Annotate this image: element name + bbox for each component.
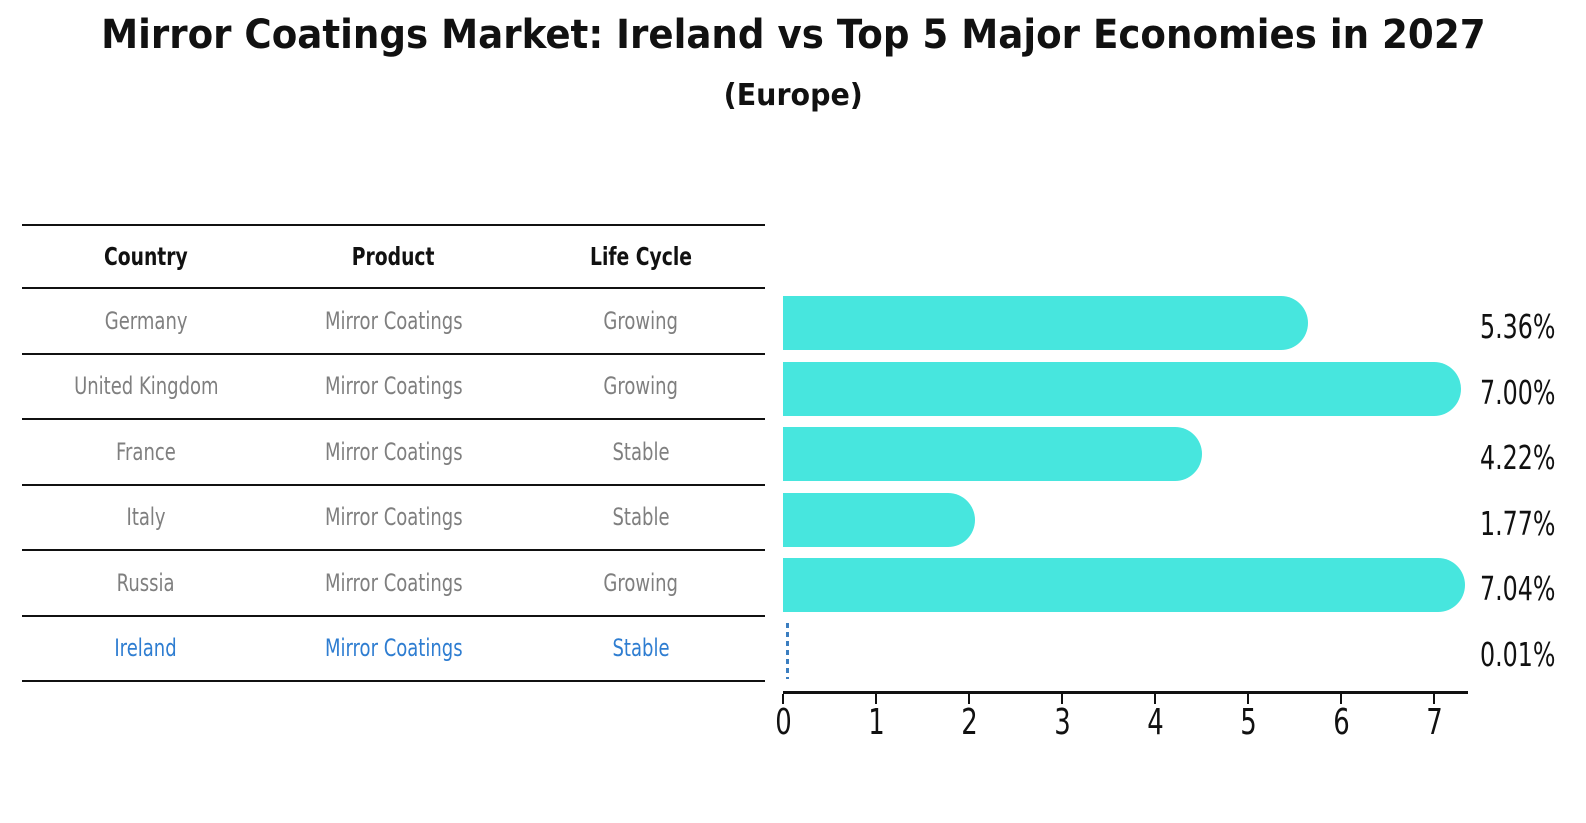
value-label-ireland: 0.01%	[1480, 635, 1585, 675]
table-header-label: Product	[352, 242, 435, 271]
table-cell-life_cycle: Growing	[517, 289, 765, 353]
table-cell-text: Mirror Coatings	[324, 306, 463, 335]
chart-subtitle-text: (Europe)	[723, 78, 863, 113]
table-cell-text: Growing	[603, 568, 679, 597]
x-tick-label-text: 4	[1146, 702, 1164, 743]
x-tick-label-text: 2	[960, 702, 978, 743]
table-cell-country: Russia	[22, 551, 270, 615]
bar-united-kingdom	[783, 361, 1461, 416]
table-cell-text: France	[115, 437, 176, 466]
table-row-italy: Italy Mirror Coatings Stable	[22, 486, 765, 551]
table-cell-country: France	[22, 420, 270, 484]
x-tick-label: 2	[929, 703, 1009, 743]
value-label-united-kingdom: 7.00%	[1480, 373, 1585, 413]
bar-france	[783, 427, 1203, 481]
table-cell-text: Growing	[603, 372, 679, 401]
table-row-russia: Russia Mirror Coatings Growing	[22, 551, 765, 617]
table-cell-text: Mirror Coatings	[324, 634, 463, 663]
table-cell-text: Mirror Coatings	[324, 568, 463, 597]
table-header-label: Country	[103, 242, 188, 271]
table-header-life_cycle: Life Cycle	[517, 226, 765, 287]
x-tick-label: 3	[1022, 703, 1102, 743]
table-cell-text: Growing	[603, 306, 679, 335]
value-label-text: 7.00%	[1480, 372, 1556, 412]
x-axis-tick	[1433, 694, 1435, 704]
x-tick-label-text: 6	[1332, 702, 1350, 743]
table-cell-text: Stable	[612, 503, 670, 532]
bar-russia	[783, 558, 1465, 612]
table-cell-life_cycle: Stable	[517, 420, 765, 484]
table-cell-country: Italy	[22, 486, 270, 550]
table-cell-country: Germany	[22, 289, 270, 353]
table-header-product: Product	[270, 226, 518, 287]
table-cell-life_cycle: Growing	[517, 355, 765, 419]
table-cell-text: Mirror Coatings	[324, 372, 463, 401]
marker-ireland	[786, 622, 789, 679]
table-row-germany: Germany Mirror Coatings Growing	[22, 289, 765, 355]
value-label-russia: 7.04%	[1480, 569, 1585, 609]
x-tick-label: 5	[1208, 703, 1288, 743]
x-axis-tick	[1340, 694, 1342, 704]
chart-subtitle: (Europe)	[0, 78, 1586, 113]
value-label-text: 5.36%	[1480, 307, 1556, 346]
table-cell-text: Mirror Coatings	[324, 437, 463, 466]
table-cell-text: Ireland	[114, 634, 177, 663]
table-cell-text: Stable	[612, 634, 670, 663]
table-cell-product: Mirror Coatings	[270, 420, 518, 484]
table-row-france: France Mirror Coatings Stable	[22, 420, 765, 486]
x-tick-label-text: 7	[1425, 702, 1443, 743]
x-tick-label-text: 3	[1053, 702, 1071, 743]
bar-germany	[783, 296, 1309, 350]
value-label-france: 4.22%	[1480, 438, 1585, 478]
bar-italy	[783, 492, 975, 547]
table-cell-text: Italy	[126, 503, 166, 532]
value-label-germany: 5.36%	[1480, 307, 1585, 347]
table-header-country: Country	[22, 226, 270, 287]
value-label-text: 4.22%	[1480, 438, 1556, 477]
table-header-row: Country Product Life Cycle	[22, 224, 765, 289]
x-tick-label: 7	[1394, 703, 1474, 743]
x-tick-label: 4	[1115, 703, 1195, 743]
table-cell-life_cycle: Growing	[517, 551, 765, 615]
table-cell-country: Ireland	[22, 617, 270, 681]
value-label-text: 1.77%	[1480, 503, 1556, 543]
x-axis-tick	[782, 694, 784, 704]
value-label-text: 0.01%	[1480, 634, 1556, 674]
table-cell-product: Mirror Coatings	[270, 289, 518, 353]
x-axis-tick	[875, 694, 877, 704]
table-cell-life_cycle: Stable	[517, 617, 765, 681]
x-axis-tick	[1154, 694, 1156, 704]
x-tick-label-text: 0	[774, 702, 792, 743]
table-cell-text: Germany	[104, 306, 188, 335]
table-cell-text: Russia	[116, 568, 175, 597]
x-axis-tick	[968, 694, 970, 704]
x-axis-tick	[1247, 694, 1249, 704]
table-header-label: Life Cycle	[590, 242, 693, 271]
x-axis-line	[783, 691, 1468, 694]
value-label-text: 7.04%	[1480, 569, 1556, 608]
table-cell-text: Mirror Coatings	[324, 503, 463, 532]
table-cell-product: Mirror Coatings	[270, 617, 518, 681]
table-cell-text: United Kingdom	[73, 372, 219, 401]
table-cell-country: United Kingdom	[22, 355, 270, 419]
table-cell-life_cycle: Stable	[517, 486, 765, 550]
x-tick-label: 6	[1301, 703, 1381, 743]
table-row-ireland: Ireland Mirror Coatings Stable	[22, 617, 765, 682]
x-axis-tick	[1061, 694, 1063, 704]
x-tick-label: 0	[743, 703, 823, 743]
chart-title: Mirror Coatings Market: Ireland vs Top 5…	[0, 12, 1586, 58]
x-tick-label-text: 5	[1239, 702, 1257, 743]
x-tick-label-text: 1	[867, 702, 885, 743]
chart-title-text: Mirror Coatings Market: Ireland vs Top 5…	[100, 12, 1486, 58]
value-label-italy: 1.77%	[1480, 504, 1585, 544]
table-cell-product: Mirror Coatings	[270, 551, 518, 615]
table-cell-text: Stable	[612, 437, 670, 466]
table-row-united-kingdom: United Kingdom Mirror Coatings Growing	[22, 355, 765, 420]
table-cell-product: Mirror Coatings	[270, 486, 518, 550]
table-cell-product: Mirror Coatings	[270, 355, 518, 419]
x-tick-label: 1	[836, 703, 916, 743]
